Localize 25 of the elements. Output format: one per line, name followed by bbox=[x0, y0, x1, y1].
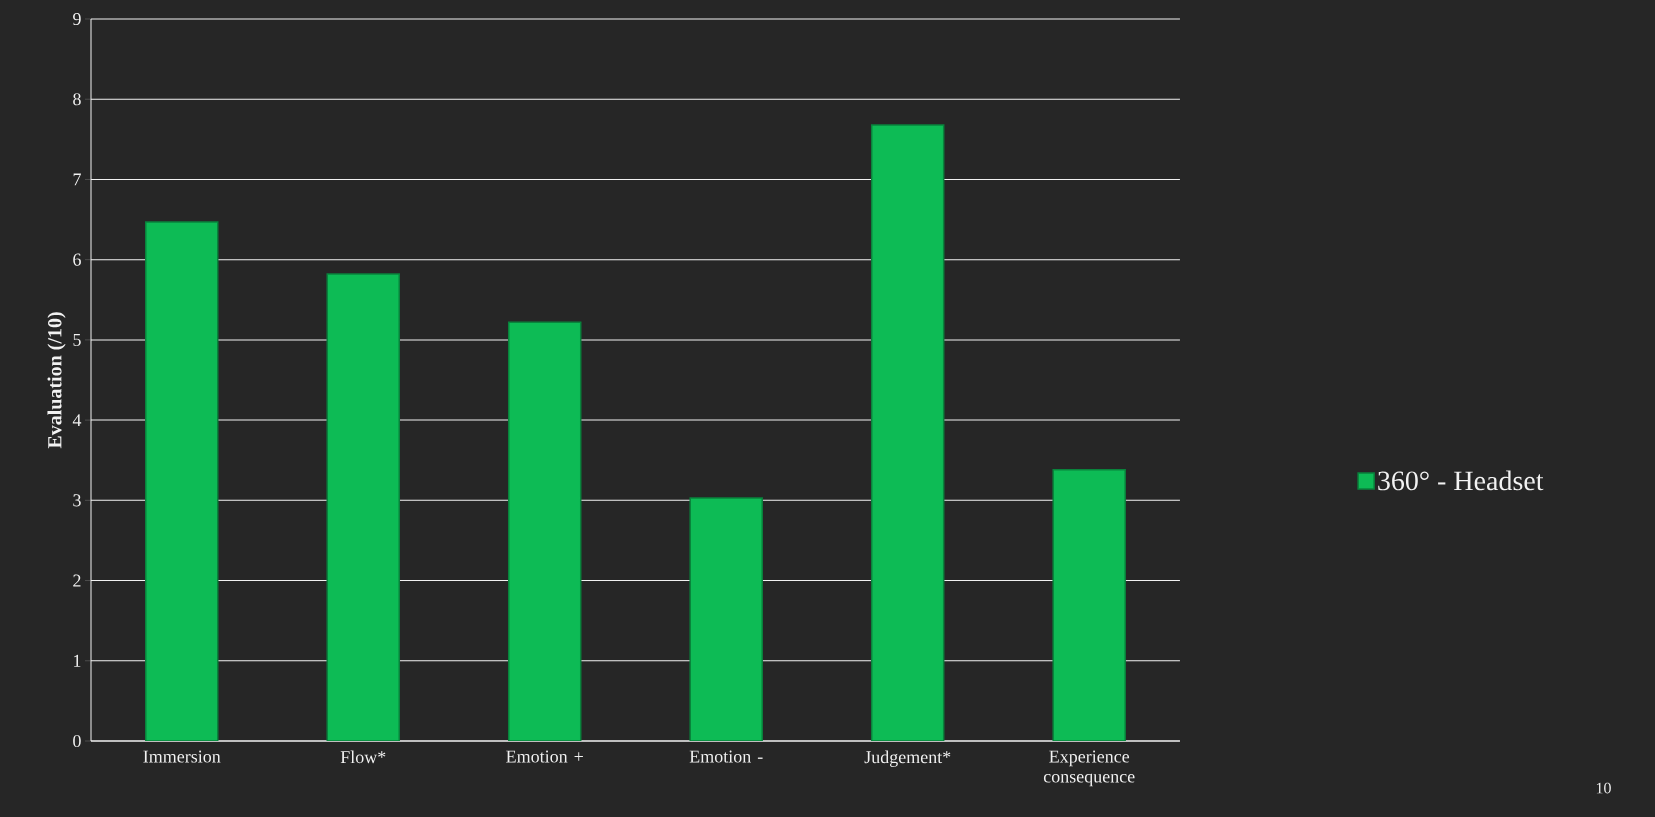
bar bbox=[507, 321, 582, 741]
x-tick-label: Judgement* bbox=[864, 750, 951, 767]
bar bbox=[326, 273, 400, 741]
x-tick-label: Experience consequence bbox=[1043, 750, 1135, 787]
y-tick-label: 9 bbox=[73, 12, 81, 26]
x-tick-label: Emotion + bbox=[506, 750, 583, 763]
y-tick-label: 3 bbox=[73, 494, 81, 507]
x-tick-label: Emotion - bbox=[689, 750, 763, 763]
y-tick-label: 7 bbox=[73, 173, 81, 186]
y-tick-label: 2 bbox=[73, 574, 81, 587]
y-tick-label: 5 bbox=[73, 333, 81, 346]
x-tick-label: Immersion bbox=[143, 750, 221, 763]
y-tick-label: 8 bbox=[73, 93, 81, 106]
text: 10 bbox=[1596, 782, 1611, 794]
bar bbox=[145, 221, 219, 741]
bar bbox=[870, 124, 945, 741]
y-axis-title: Evaluation (/10) bbox=[47, 312, 66, 449]
legend-label: 360° - Headset bbox=[1378, 470, 1544, 491]
x-tick-label: Flow* bbox=[340, 750, 386, 764]
y-tick-label: 1 bbox=[74, 654, 81, 667]
y-tick-label: 4 bbox=[72, 414, 82, 427]
bar bbox=[1052, 469, 1126, 741]
bar bbox=[689, 497, 763, 741]
y-tick-label: 0 bbox=[73, 734, 81, 748]
y-tick-label: 6 bbox=[73, 253, 81, 266]
